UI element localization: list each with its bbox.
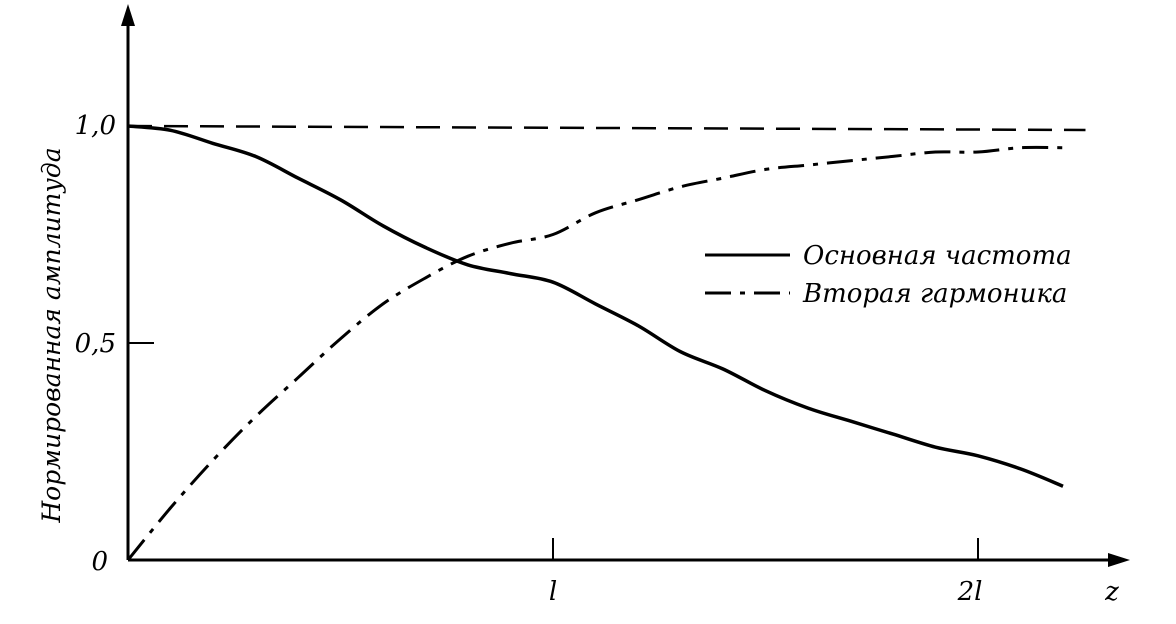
x-tick-label-0: l [549,577,557,607]
series-line-second-harmonic [126,145,1064,561]
x-axis-title: z [1104,577,1119,607]
series-line-fundamental [127,124,1064,488]
y-tick-label-0: 0 [91,547,108,577]
y-axis-title: Нормированная амплитуда [37,147,66,523]
reference-line-unity [127,124,1086,132]
legend-label-fundamental: Основная частота [803,241,1072,271]
x-tick-label-1: 2l [957,577,983,607]
y-axis-arrow [121,4,135,26]
y-tick-label-1: 0,5 [75,329,116,359]
x-axis-arrow [1108,553,1130,567]
legend-label-second-harmonic: Вторая гармоника [802,279,1067,309]
y-tick-label-2: 1,0 [75,111,116,141]
legend: Основная частота Вторая гармоника [705,241,1072,309]
